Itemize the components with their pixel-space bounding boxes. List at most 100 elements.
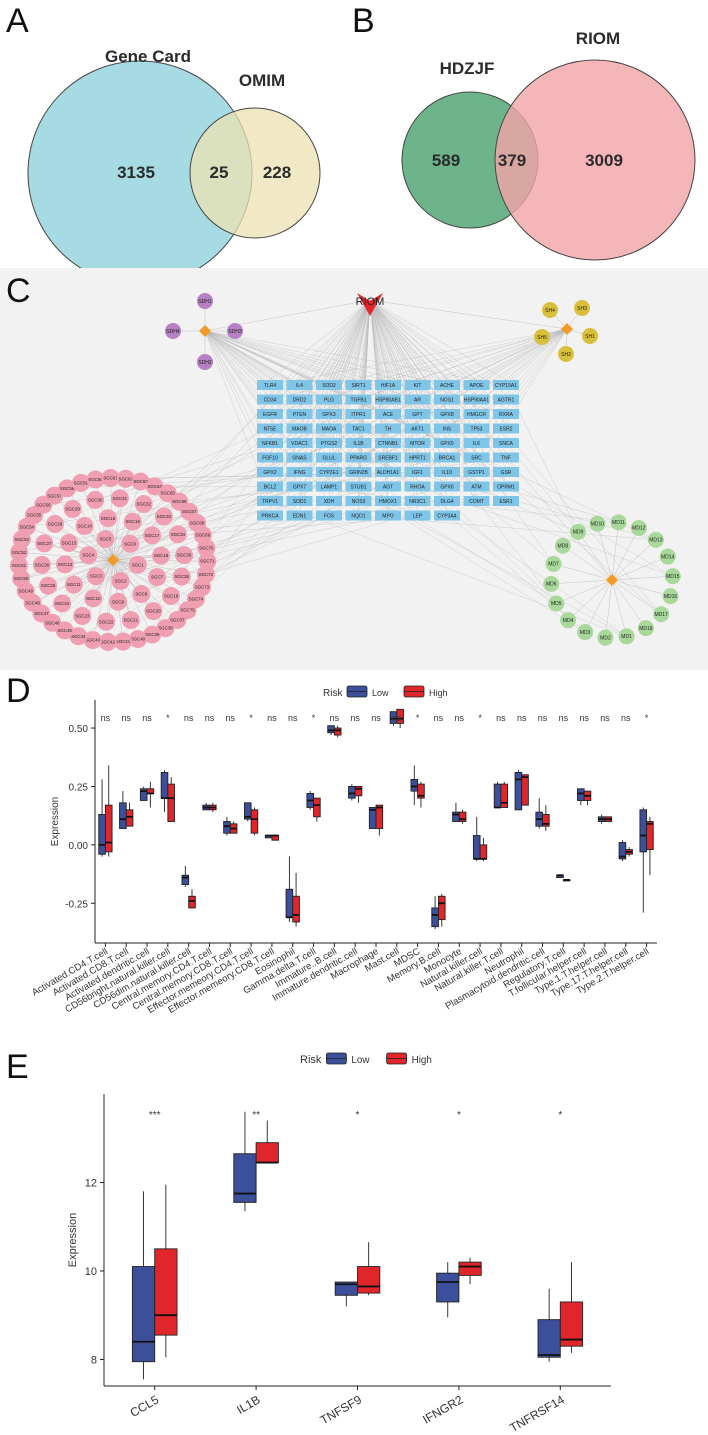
md-node-label: MD13 — [649, 538, 663, 544]
md-node: MD5 — [548, 595, 565, 612]
md-node-label: MD18 — [639, 626, 653, 632]
md-node: MD7 — [545, 555, 562, 572]
venn-b-right-circle — [494, 59, 696, 261]
sgc-node: SGC22 — [97, 612, 116, 631]
gene-node: SIRT1 — [345, 380, 372, 390]
sgc-node-label: SGC16 — [125, 519, 140, 524]
gene-label: SRC — [471, 456, 482, 462]
gene-label: ACHE — [440, 383, 455, 389]
sgc-node: SGC34 — [168, 525, 187, 544]
md-center-diamond — [606, 574, 618, 586]
venn-a-right-circle — [189, 107, 321, 239]
sgc-node-label: SGC74 — [189, 597, 204, 602]
sgc-node-label: SGC63 — [133, 479, 148, 484]
sgc-node: SGC23 — [73, 606, 92, 625]
sgc-node-label: SGC35 — [177, 553, 192, 558]
md-node-label: MD14 — [661, 554, 675, 560]
gene-node: TP53 — [463, 423, 490, 434]
venn-b-left-only: 589 — [432, 151, 460, 170]
box-high — [458, 1257, 482, 1285]
significance-label: * — [478, 713, 482, 723]
gene-label: PPARG — [350, 456, 367, 462]
gene-node: ALDH1A1 — [375, 467, 401, 477]
box-low — [535, 798, 543, 829]
sdh-node: SDH2 — [197, 354, 213, 370]
gene-node: PTGS2 — [316, 438, 342, 448]
significance-label: * — [457, 1110, 461, 1121]
gene-node: HSP90AB1 — [375, 394, 401, 405]
gene-label: FOS — [324, 514, 335, 520]
sgc-node-label: SGC12 — [58, 562, 73, 567]
md-node-label: MD17 — [654, 612, 668, 618]
gene-label: BCL2 — [264, 485, 277, 491]
sgc-node-label: SGC8 — [135, 592, 148, 597]
md-node-label: MD12 — [632, 526, 646, 532]
box-high — [479, 837, 488, 862]
sgc-node: SGC20 — [144, 602, 163, 621]
significance-label: * — [645, 713, 649, 723]
gene-label: CYP19A1 — [495, 383, 517, 389]
significance-label: ns — [101, 713, 111, 723]
gene-node: LAMP1 — [316, 481, 342, 492]
md-node: MD18 — [637, 620, 654, 637]
gene-label: SOD1 — [293, 499, 307, 505]
box-high — [357, 1242, 381, 1296]
gene-node: NFKB1 — [257, 438, 283, 448]
sdh-node-label: SDH2 — [198, 360, 212, 366]
sgc-node-label: SGC47 — [34, 611, 49, 616]
gene-node: BCL2 — [257, 481, 283, 492]
gene-label: VDAC1 — [291, 441, 308, 447]
gene-node: FGF10 — [257, 452, 283, 463]
gene-node: CYP2E1 — [316, 467, 342, 477]
gene-node: GSTP1 — [463, 467, 490, 477]
gene-label: LAMP1 — [321, 485, 338, 491]
sgc-node-label: SGC1 — [132, 562, 145, 567]
sh-node-label: SH4 — [545, 308, 555, 314]
gene-label: MAOA — [322, 427, 337, 433]
significance-label: ns — [621, 713, 631, 723]
sgc-node-label: SGC52 — [12, 550, 27, 555]
gene-node: SOD1 — [286, 496, 313, 506]
box-high — [209, 802, 217, 813]
sgc-node-label: SGC48 — [25, 600, 40, 605]
box-high — [104, 765, 113, 857]
box-low — [577, 788, 585, 806]
md-node: MD1 — [618, 628, 635, 645]
sgc-node: SGC58 — [58, 479, 77, 498]
gene-label: APOE — [470, 383, 485, 389]
sgc-node-label: SGC32 — [137, 502, 152, 507]
md-node-label: MD11 — [612, 520, 625, 526]
gene-node: SOD2 — [316, 380, 342, 390]
gene-label: GRIN2B — [349, 470, 368, 476]
significance-label: ns — [288, 713, 298, 723]
sgc-node: SGC19 — [162, 587, 181, 606]
box-high — [559, 1262, 584, 1353]
significance-label: ns — [579, 713, 589, 723]
box-high — [437, 893, 446, 927]
venn-b-overlap: 379 — [498, 151, 526, 170]
gene-node: OPRM1 — [493, 481, 519, 492]
gene-node: KIT — [404, 380, 431, 390]
significance-label: ns — [142, 713, 152, 723]
significance-label: * — [416, 713, 420, 723]
sgc-node: SGC71 — [198, 552, 217, 571]
sgc-node-label: SGC60 — [88, 477, 103, 482]
sgc-node-label: SGC28 — [48, 522, 63, 527]
sgc-node: SGC51 — [9, 556, 28, 575]
gene-node: TH — [375, 423, 401, 434]
gene-node: HSP90AA1 — [463, 394, 490, 405]
gene-node: GSR — [493, 467, 519, 477]
sgc-node-label: SGC15 — [101, 516, 116, 521]
sgc-node-label: SGC21 — [124, 618, 139, 623]
gene-label: PTGS2 — [321, 441, 338, 447]
gene-node: HPRT1 — [404, 452, 431, 463]
gene-node: GPX2 — [257, 467, 283, 477]
gene-node: GPX6 — [434, 481, 460, 492]
gene-label: PLG — [324, 398, 334, 404]
sgc-node: SGC11 — [64, 575, 83, 594]
gene-label: IL1B — [353, 441, 364, 447]
gene-label: MAOB — [292, 427, 307, 433]
sgc-node: SGC36 — [172, 567, 191, 586]
sgc-node-label: SGC67 — [182, 509, 197, 514]
gene-node: ATM — [463, 481, 490, 492]
